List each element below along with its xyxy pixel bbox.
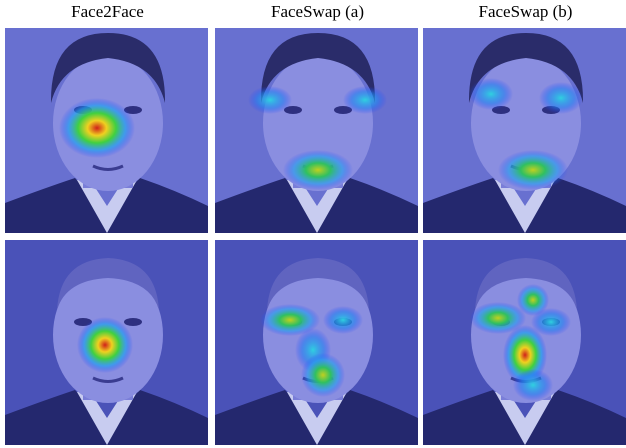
face: [263, 55, 373, 191]
image-panel: [215, 28, 418, 233]
image-panel: [423, 28, 626, 233]
suit: [5, 390, 208, 445]
heatmap-blob: [323, 306, 363, 334]
heatmap-blob: [498, 150, 568, 190]
heatmap-blob: [513, 369, 553, 401]
collar: [495, 390, 555, 445]
mouth: [92, 376, 124, 383]
panel-content: [5, 28, 208, 233]
panel-content: [423, 28, 626, 233]
suit: [215, 390, 418, 445]
hair: [267, 258, 369, 310]
column-title: FaceSwap (a): [271, 2, 364, 21]
hair: [57, 258, 159, 310]
hair: [468, 33, 584, 103]
image-panel: [423, 240, 626, 445]
image-panel: [5, 28, 208, 233]
column-title: Face2Face: [71, 2, 144, 21]
collar: [287, 390, 347, 445]
suit: [5, 178, 208, 233]
eye: [124, 318, 142, 326]
suit: [423, 390, 626, 445]
eye: [284, 106, 302, 114]
heatmap-blob: [470, 302, 526, 334]
heatmap-blob: [469, 78, 513, 110]
heatmap-blob: [77, 317, 133, 373]
heatmap-blob: [248, 86, 292, 114]
heatmap-blob: [301, 353, 345, 397]
collar: [77, 178, 137, 233]
collar: [77, 390, 137, 445]
hair: [475, 258, 577, 310]
suit: [215, 178, 418, 233]
column-title: FaceSwap (b): [478, 2, 573, 21]
heatmap-blob: [59, 98, 135, 158]
hair: [50, 33, 166, 103]
hair: [260, 33, 376, 103]
panel-content: [215, 28, 418, 233]
image-panel: [5, 240, 208, 445]
heatmap-blob: [343, 86, 387, 114]
image-panel: [215, 240, 418, 445]
collar: [287, 178, 347, 233]
heatmap-blob: [517, 284, 549, 316]
panel-content: [423, 240, 626, 445]
panel-content: [215, 240, 418, 445]
heatmap-blob: [283, 150, 353, 190]
suit: [423, 178, 626, 233]
heatmap-blob: [260, 304, 320, 336]
panel-content: [5, 240, 208, 445]
heatmap-blob: [531, 308, 571, 336]
mouth: [92, 164, 124, 171]
heatmap-blob: [539, 82, 583, 114]
collar: [495, 178, 555, 233]
